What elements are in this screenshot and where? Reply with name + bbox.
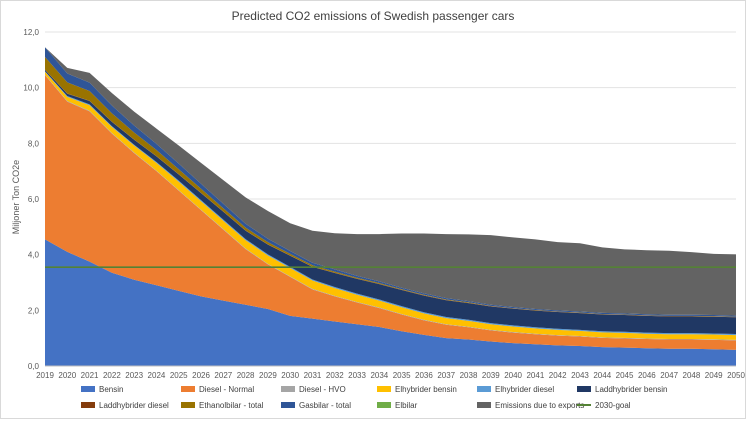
legend-item: Bensin (81, 385, 123, 394)
legend-label: Gasbilar - total (299, 401, 351, 410)
legend-item: Laddhybrider bensin (577, 385, 668, 394)
legend-label: Laddhybrider diesel (99, 401, 169, 410)
x-tick-label: 2034 (370, 371, 388, 380)
legend-label: Emissions due to exports (495, 401, 584, 410)
x-tick-label: 2037 (437, 371, 455, 380)
x-tick-label: 2049 (705, 371, 723, 380)
y-tick-label: 10,0 (23, 84, 39, 93)
legend-swatch (181, 402, 195, 408)
legend-swatch (281, 386, 295, 392)
x-tick-label: 2042 (549, 371, 567, 380)
x-tick-label: 2050 (727, 371, 745, 380)
chart-title: Predicted CO2 emissions of Swedish passe… (232, 9, 515, 23)
y-tick-label: 2,0 (28, 306, 40, 315)
area-diesel-normal (45, 75, 736, 350)
area-series (45, 47, 736, 366)
legend-swatch (81, 402, 95, 408)
x-tick-label: 2030 (281, 371, 299, 380)
axes: 0,0 2,0 4,0 6,0 8,0 10,0 12,0 2019 2020 2021 2022 2… (23, 28, 745, 380)
x-tick-label: 2029 (259, 371, 277, 380)
legend-label: Elhybrider bensin (395, 385, 457, 394)
legend-swatch (281, 402, 295, 408)
legend-item: 2030-goal (577, 401, 631, 410)
legend-item: Gasbilar - total (281, 401, 351, 410)
x-tick-label: 2047 (660, 371, 678, 380)
legend-label: Ethanolbilar - total (199, 401, 264, 410)
x-tick-label: 2031 (304, 371, 322, 380)
x-tick-label: 2044 (593, 371, 611, 380)
x-tick-label: 2048 (683, 371, 701, 380)
legend-label: Diesel - HVO (299, 385, 346, 394)
y-tick-label: 6,0 (28, 195, 40, 204)
y-tick-label: 8,0 (28, 139, 40, 148)
legend-swatch (377, 386, 391, 392)
legend-item: Elbilar (377, 401, 418, 410)
legend-item: Laddhybrider diesel (81, 401, 169, 410)
legend-label: Bensin (99, 385, 123, 394)
y-tick-label: 4,0 (28, 251, 40, 260)
x-tick-label: 2043 (571, 371, 589, 380)
x-tick-label: 2021 (81, 371, 99, 380)
legend-swatch (577, 386, 591, 392)
legend-swatch (81, 386, 95, 392)
legend-label: 2030-goal (595, 401, 631, 410)
legend-label: Laddhybrider bensin (595, 385, 668, 394)
legend-label: Elhybrider diesel (495, 385, 554, 394)
x-tick-label: 2025 (170, 371, 188, 380)
x-tick-label: 2035 (393, 371, 411, 380)
x-tick-label: 2032 (326, 371, 344, 380)
legend-swatch (181, 386, 195, 392)
legend-label: Diesel - Normal (199, 385, 254, 394)
x-tick-label: 2022 (103, 371, 121, 380)
legend-item: Elhybrider bensin (377, 385, 457, 394)
x-tick-label: 2019 (36, 371, 54, 380)
legend-swatch (477, 402, 491, 408)
x-tick-label: 2045 (616, 371, 634, 380)
x-tick-label: 2028 (237, 371, 255, 380)
x-tick-label: 2026 (192, 371, 210, 380)
x-tick-label: 2020 (58, 371, 76, 380)
x-tick-label: 2027 (214, 371, 232, 380)
x-tick-label: 2036 (415, 371, 433, 380)
x-tick-label: 2046 (638, 371, 656, 380)
legend-item: Diesel - Normal (181, 385, 254, 394)
legend-swatch (377, 402, 391, 408)
legend-item: Elhybrider diesel (477, 385, 554, 394)
y-tick-label: 12,0 (23, 28, 39, 37)
x-tick-label: 2041 (526, 371, 544, 380)
legend: Bensin Diesel - Normal Diesel - HVO Elhybri… (81, 385, 668, 410)
y-axis-label: Miljoner Ton CO2e (11, 160, 21, 234)
legend-label: Elbilar (395, 401, 418, 410)
x-tick-label: 2023 (125, 371, 143, 380)
legend-item: Ethanolbilar - total (181, 401, 264, 410)
area-emissions-due-to-exports (45, 47, 736, 316)
legend-swatch (477, 386, 491, 392)
x-tick-label: 2038 (460, 371, 478, 380)
y-tick-label: 0,0 (28, 362, 40, 371)
x-tick-label: 2024 (148, 371, 166, 380)
x-tick-label: 2040 (504, 371, 522, 380)
legend-item: Diesel - HVO (281, 385, 346, 394)
area-bensin (45, 239, 736, 366)
x-tick-label: 2033 (348, 371, 366, 380)
legend-item: Emissions due to exports (477, 401, 584, 410)
x-tick-label: 2039 (482, 371, 500, 380)
